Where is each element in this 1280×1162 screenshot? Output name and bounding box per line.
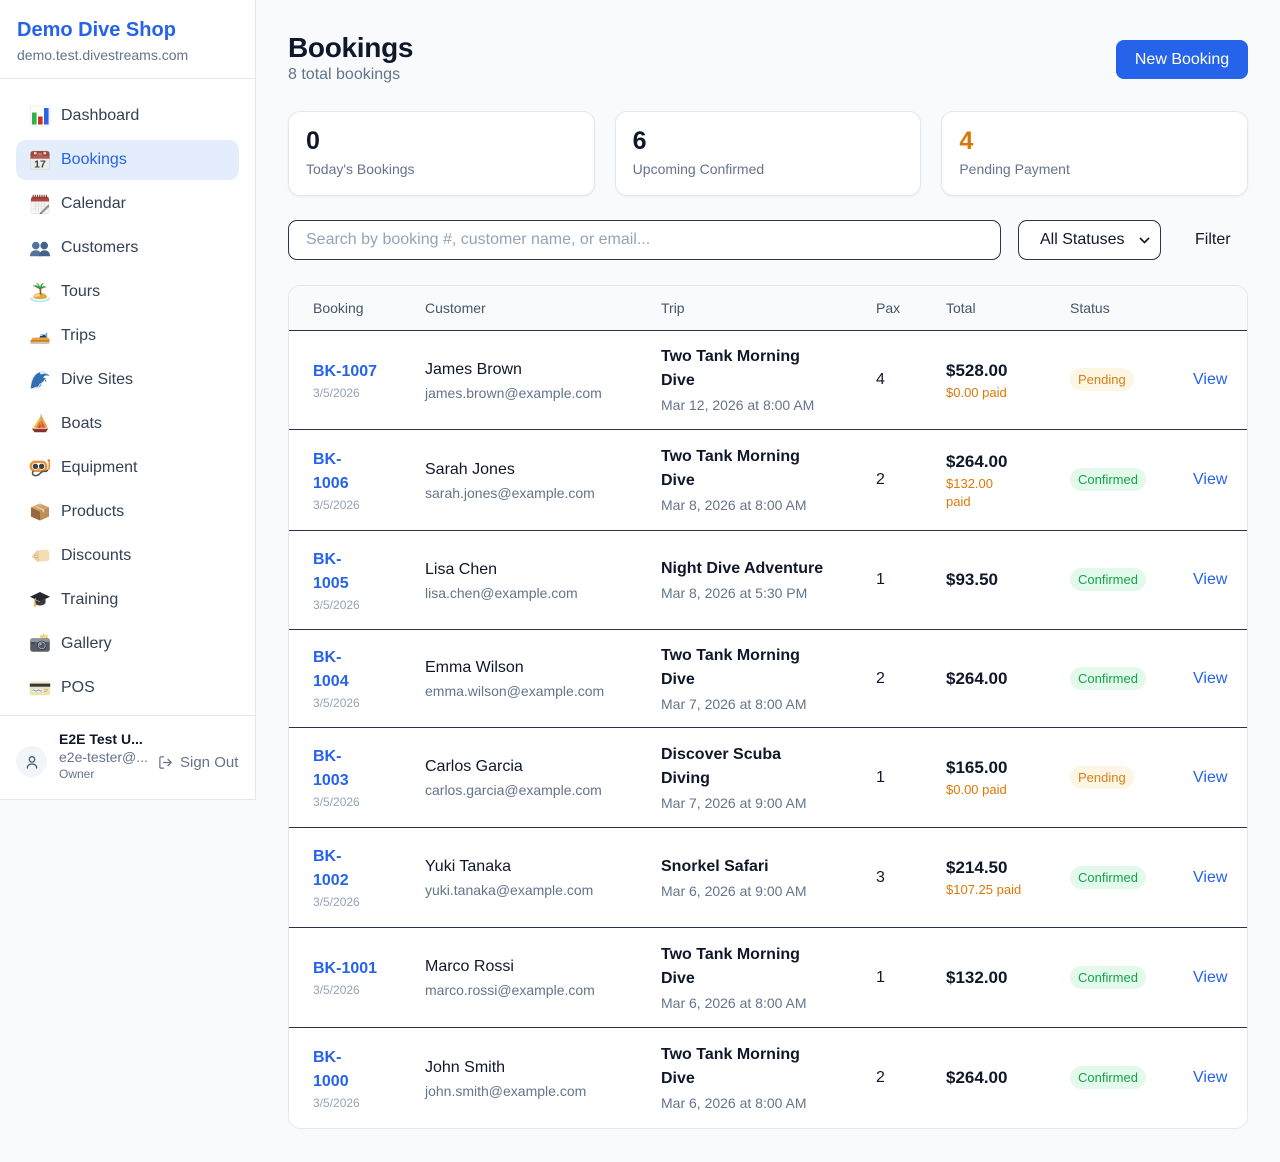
svg-text:17: 17 xyxy=(34,159,46,171)
svg-text:JUL: JUL xyxy=(36,152,43,156)
